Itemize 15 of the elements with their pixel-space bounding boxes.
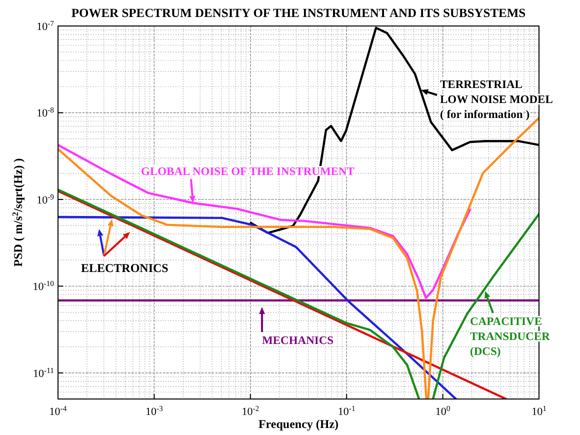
- x-axis-title: Frequency (Hz): [258, 417, 339, 431]
- x-tick-label: 10$^{0}$: [435, 404, 450, 418]
- x-tick-label: 10$^{-2}$: [242, 404, 260, 418]
- x-tick-label: 10$^{1}$: [532, 404, 547, 418]
- y-tick-label: 10$^{-10}$: [32, 278, 54, 294]
- y-tick-label: 10$^{-8}$: [36, 105, 54, 120]
- y-tick-label: 10$^{-7}$: [36, 18, 54, 33]
- x-tick-label: 10$^{-1}$: [338, 404, 356, 418]
- legend-label: MECHANICS: [262, 335, 334, 347]
- y-tick-label: 10$^{-9}$: [36, 192, 54, 206]
- x-tick-label: 10$^{-4}$: [49, 404, 67, 418]
- chart-title: POWER SPECTRUM DENSITY OF THE INSTRUMENT AND ITS SUBSYSTEMS: [71, 6, 526, 20]
- y-tick-label: 10$^{-11}$: [33, 365, 54, 380]
- annotation: ELECTRONICS: [81, 261, 169, 275]
- x-tick-label: 10$^{-3}$: [145, 404, 164, 418]
